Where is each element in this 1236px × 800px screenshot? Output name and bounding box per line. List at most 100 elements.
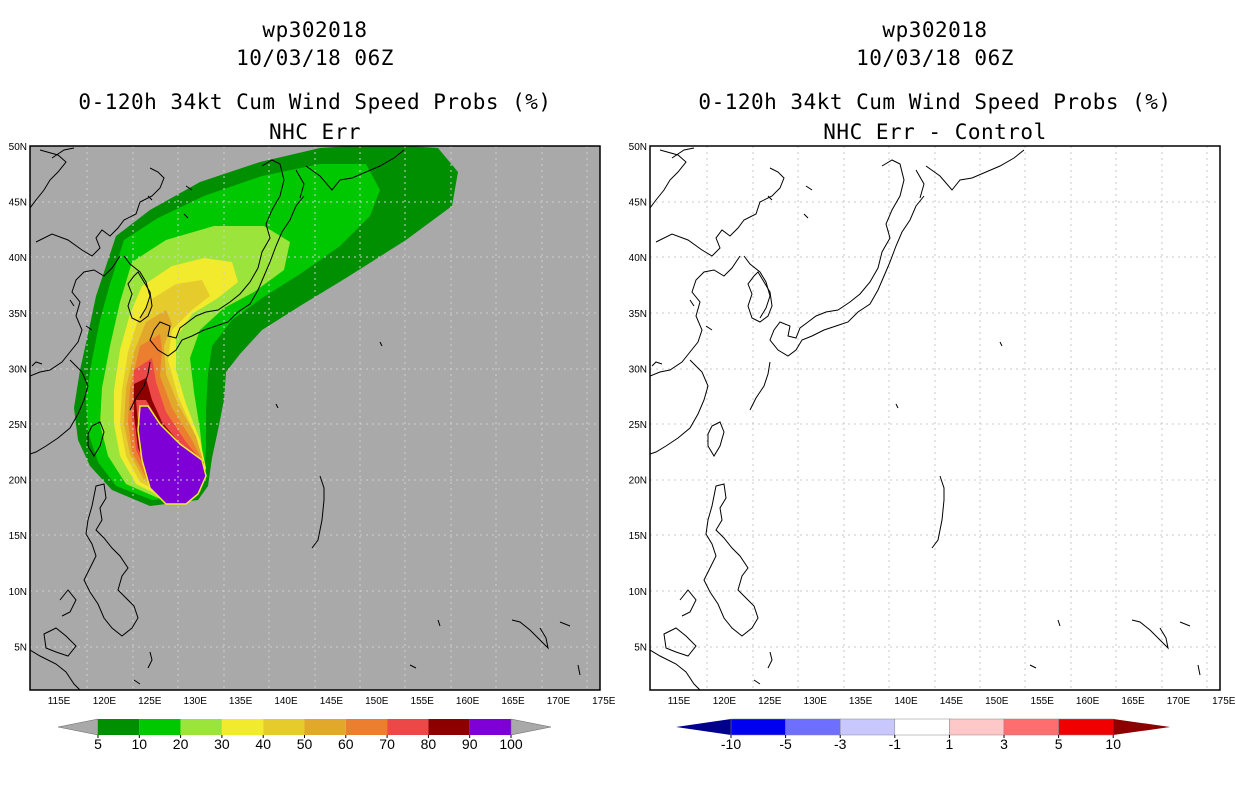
left-lat-labels: 50N 45N 40N 35N 30N 25N 20N 15N 10N 5N bbox=[9, 142, 27, 653]
lon-tick-label: 165E bbox=[501, 696, 525, 707]
lon-tick-label: 140E bbox=[274, 696, 298, 707]
lat-tick-label: 45N bbox=[9, 198, 27, 209]
colorbar-swatch bbox=[894, 718, 950, 736]
colorbar-swatch bbox=[345, 719, 388, 735]
right-lat-labels: 50N 45N 40N 35N 30N 25N 20N 15N 10N 5N bbox=[629, 142, 647, 653]
lat-tick-label: 40N bbox=[9, 253, 27, 264]
colorbar-swatch bbox=[1058, 718, 1114, 736]
lon-tick-label: 160E bbox=[1076, 696, 1100, 707]
lon-tick-label: 140E bbox=[894, 696, 918, 707]
left-map-panel bbox=[29, 145, 601, 691]
colorbar-label: 50 bbox=[297, 736, 313, 752]
lon-tick-label: 130E bbox=[804, 696, 828, 707]
lat-tick-label: 35N bbox=[9, 309, 27, 320]
lat-tick-label: 20N bbox=[9, 476, 27, 487]
right-subtitle: NHC Err - Control bbox=[823, 120, 1047, 144]
lat-tick-label: 40N bbox=[629, 253, 647, 264]
colorbar-label: 20 bbox=[173, 736, 189, 752]
colorbar-label: 10 bbox=[132, 736, 148, 752]
lat-tick-label: 20N bbox=[629, 476, 647, 487]
colorbar-swatch bbox=[839, 718, 896, 736]
lon-tick-label: 130E bbox=[184, 696, 208, 707]
left-datetime: 10/03/18 06Z bbox=[236, 46, 394, 70]
lon-tick-label: 175E bbox=[1212, 696, 1236, 707]
colorbar-label: 5 bbox=[94, 736, 102, 752]
colorbar-label: 3 bbox=[1000, 736, 1008, 752]
left-map-frame bbox=[29, 145, 601, 691]
lat-tick-label: 30N bbox=[9, 364, 27, 375]
left-colorbar: 5 10 20 30 40 50 60 70 80 90 100 bbox=[57, 718, 552, 752]
lon-tick-label: 120E bbox=[713, 696, 737, 707]
colorbar-label: 40 bbox=[255, 736, 271, 752]
lon-tick-label: 145E bbox=[940, 696, 964, 707]
colorbar-label: 10 bbox=[1105, 736, 1121, 752]
lon-tick-label: 135E bbox=[229, 696, 253, 707]
lon-tick-label: 160E bbox=[456, 696, 480, 707]
left-product-title: 0-120h 34kt Cum Wind Speed Probs (%) bbox=[78, 90, 552, 114]
lat-tick-label: 45N bbox=[629, 198, 647, 209]
colorbar-end-low bbox=[676, 719, 731, 735]
colorbar-label: -1 bbox=[889, 736, 902, 752]
lat-tick-label: 50N bbox=[9, 142, 27, 153]
lat-tick-label: 15N bbox=[629, 531, 647, 542]
right-map-panel bbox=[649, 145, 1221, 691]
lon-tick-label: 115E bbox=[668, 696, 691, 707]
lat-tick-label: 25N bbox=[9, 420, 27, 431]
lon-tick-label: 150E bbox=[365, 696, 389, 707]
lon-tick-label: 170E bbox=[547, 696, 571, 707]
colorbar-swatch bbox=[98, 719, 140, 735]
colorbar-swatch bbox=[263, 719, 305, 735]
lon-tick-label: 150E bbox=[985, 696, 1009, 707]
colorbar-label: -5 bbox=[779, 736, 792, 752]
colorbar-label: 60 bbox=[338, 736, 354, 752]
lon-tick-label: 155E bbox=[411, 696, 435, 707]
colorbar-swatch bbox=[469, 719, 511, 735]
lat-tick-label: 10N bbox=[629, 587, 647, 598]
colorbar-swatch bbox=[428, 719, 470, 735]
colorbar-end-high bbox=[1113, 719, 1171, 735]
right-product-title: 0-120h 34kt Cum Wind Speed Probs (%) bbox=[698, 90, 1172, 114]
right-datetime: 10/03/18 06Z bbox=[856, 46, 1014, 70]
colorbar-end-low bbox=[57, 718, 99, 736]
colorbar-swatch bbox=[221, 719, 264, 735]
colorbar-label: -10 bbox=[721, 736, 741, 752]
colorbar-label: 70 bbox=[379, 736, 395, 752]
colorbar-swatch bbox=[304, 719, 346, 735]
right-lon-labels: 115E 120E 125E 130E 135E 140E 145E 150E 155E 160E… bbox=[668, 696, 1236, 707]
lon-tick-label: 125E bbox=[758, 696, 782, 707]
lon-tick-label: 125E bbox=[138, 696, 162, 707]
left-subtitle: NHC Err bbox=[268, 120, 361, 144]
right-map-frame bbox=[649, 145, 1221, 691]
right-storm-id: wp302018 bbox=[882, 18, 988, 42]
colorbar-label: -3 bbox=[834, 736, 847, 752]
lon-tick-label: 155E bbox=[1031, 696, 1055, 707]
right-gridlines bbox=[650, 146, 1220, 690]
lat-tick-label: 25N bbox=[629, 420, 647, 431]
lat-tick-label: 5N bbox=[14, 642, 27, 653]
colorbar-label: 30 bbox=[214, 736, 230, 752]
lat-tick-label: 30N bbox=[629, 364, 647, 375]
lon-tick-label: 175E bbox=[592, 696, 616, 707]
lon-tick-label: 115E bbox=[48, 696, 71, 707]
colorbar-swatch bbox=[387, 719, 429, 735]
colorbar-label: 100 bbox=[499, 736, 523, 752]
lon-tick-label: 145E bbox=[320, 696, 344, 707]
left-probability-contours bbox=[30, 146, 600, 690]
lat-tick-label: 15N bbox=[9, 531, 27, 542]
lat-tick-label: 50N bbox=[629, 142, 647, 153]
lon-tick-label: 120E bbox=[93, 696, 117, 707]
colorbar-swatch bbox=[785, 718, 841, 736]
right-colorbar: -10 -5 -3 -1 1 3 5 10 bbox=[676, 718, 1171, 752]
lat-tick-label: 10N bbox=[9, 587, 27, 598]
colorbar-swatch bbox=[139, 719, 181, 735]
colorbar-swatch bbox=[730, 718, 786, 736]
lon-tick-label: 165E bbox=[1121, 696, 1145, 707]
colorbar-swatch bbox=[1003, 718, 1059, 736]
lat-tick-label: 5N bbox=[634, 642, 647, 653]
lon-tick-label: 135E bbox=[849, 696, 873, 707]
left-lon-labels: 115E 120E 125E 130E 135E 140E 145E 150E 155E 160E… bbox=[48, 696, 616, 707]
colorbar-label: 1 bbox=[946, 736, 954, 752]
left-storm-id: wp302018 bbox=[262, 18, 368, 42]
colorbar-end-high bbox=[510, 718, 552, 736]
